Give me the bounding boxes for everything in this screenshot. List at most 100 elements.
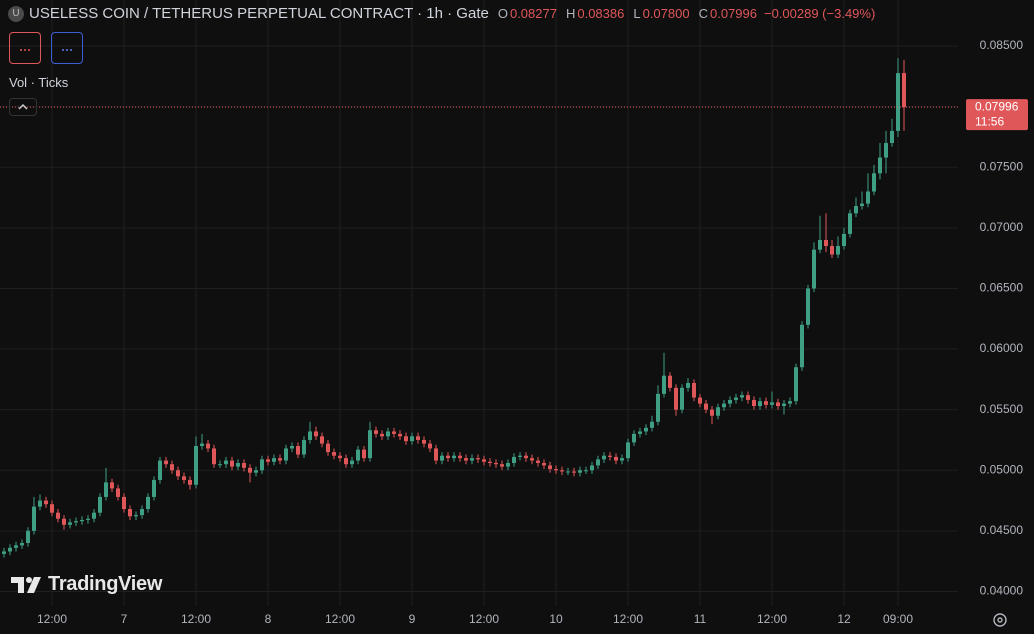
candle-body [92,512,96,519]
candle-body [884,143,888,158]
candle-body [806,288,810,325]
candle-body [620,458,624,461]
candle-body [866,191,870,204]
symbol-icon: U [8,5,24,22]
candle-body [314,431,318,437]
candle-body [872,173,876,192]
low-key: L [633,6,641,21]
candle-body [494,462,498,465]
red-button[interactable] [9,32,41,64]
close-value: 0.07996 [709,6,757,21]
candle-body [476,458,480,460]
candle-body [512,456,516,463]
x-tick-label: 12:00 [757,612,787,626]
x-tick-label: 11 [694,612,707,626]
candle-body [362,449,366,459]
candle-body [134,515,138,517]
candle-body [62,518,66,525]
candle-body [830,246,834,255]
candle-body [560,470,564,472]
candle-body [296,446,300,455]
candle-body [308,431,312,440]
candle-body [356,449,360,461]
candle-body [242,462,246,468]
x-tick-label: 12:00 [613,612,643,626]
candle-body [896,73,900,131]
dots-icon [20,49,30,51]
candle-body [854,206,858,214]
candle-body [278,458,282,461]
chart-title: USELESS COIN / TETHERUS PERPETUAL CONTRA… [29,5,489,22]
candle-body [416,436,420,440]
y-tick-label: 0.05500 [980,402,1024,416]
x-tick-label: 12 [837,612,851,626]
blue-button[interactable] [51,32,83,64]
close-key: C [698,6,708,21]
brand-name: TradingView [48,573,163,595]
x-tick-label: 9 [409,612,416,626]
candle-body [548,465,552,470]
dots-icon [62,49,72,51]
candle-body [728,399,732,404]
candle-body [80,519,84,522]
candle-body [158,460,162,480]
candle-body [644,427,648,432]
candle-body [662,375,666,394]
candle-body [590,465,594,471]
candle-body [716,407,720,416]
candle-body [680,387,684,410]
candle-body [668,375,672,388]
candle-body [344,458,348,465]
candle-body [770,402,774,405]
candle-body [332,452,336,456]
candle-body [326,443,330,453]
candle-body [836,246,840,255]
candle-body [524,455,528,459]
candle-body [614,456,618,461]
candle-body [554,469,558,471]
x-tick-label: 7 [121,612,128,626]
candle-body [860,203,864,207]
candle-body [116,488,120,497]
candle-body [374,430,378,434]
candle-body [8,547,12,552]
candle-body [602,455,606,460]
candle-body [464,458,468,461]
candle-body [38,500,42,507]
candle-body [104,482,108,497]
candle-body [596,459,600,466]
candle-body [800,324,804,368]
candle-body [434,448,438,461]
settings-icon[interactable] [990,610,1010,630]
candle-body [200,443,204,447]
candle-body [536,460,540,463]
candle-body [632,433,636,443]
chevron-icon [18,103,28,110]
candle-body [410,436,414,442]
candle-body [50,504,54,513]
candle-body [656,393,660,422]
header: U USELESS COIN / TETHERUS PERPETUAL CONT… [8,5,875,22]
candle-body [812,249,816,289]
candle-body [68,522,72,525]
candle-body [290,446,294,449]
candle-body [26,530,30,543]
y-tick-label: 0.04500 [980,523,1024,537]
candle-body [128,509,132,517]
candle-body [572,471,576,473]
candle-body [584,470,588,472]
candle-body [788,401,792,404]
candle-body [734,397,738,400]
y-tick-label: 0.07500 [980,159,1024,173]
candle-body [698,397,702,404]
collapse-button[interactable] [9,98,37,116]
candle-body [458,455,462,459]
low-value: 0.07800 [642,6,690,21]
candle-body [710,409,714,416]
candle-body [224,460,228,465]
candle-body [650,421,654,428]
candle-body [506,462,510,467]
candle-body [626,442,630,459]
